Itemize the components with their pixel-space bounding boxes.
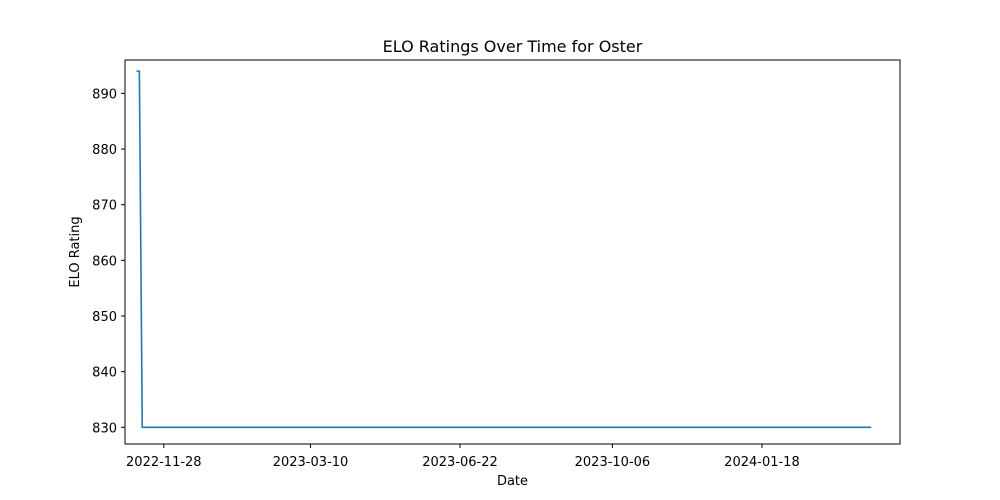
- axes-frame: [124, 59, 901, 445]
- x-tick-label: 2023-06-22: [422, 455, 498, 470]
- y-axis-label: ELO Rating: [68, 216, 83, 287]
- elo-series-line: [136, 70, 872, 429]
- y-tick-label: 860: [92, 254, 117, 269]
- y-tick-label: 850: [92, 310, 117, 325]
- x-axis: 2022-11-28 2023-03-10 2023-06-22 2023-10-06…: [126, 444, 800, 470]
- chart-title: ELO Ratings Over Time for Oster: [383, 37, 643, 56]
- y-tick-label: 840: [92, 366, 117, 381]
- x-tick-label: 2022-11-28: [126, 455, 202, 470]
- x-axis-label: Date: [497, 474, 528, 489]
- y-tick-label: 880: [92, 143, 117, 158]
- x-tick-label: 2023-10-06: [575, 455, 651, 470]
- y-tick-label: 870: [92, 199, 117, 214]
- y-tick-label: 890: [92, 87, 117, 102]
- x-tick-label: 2024-01-18: [724, 455, 800, 470]
- y-axis: 830 840 850 860 870 880 890: [92, 87, 125, 436]
- x-tick-label: 2023-03-10: [273, 455, 349, 470]
- y-tick-label: 830: [92, 421, 117, 436]
- plot-area: [136, 70, 872, 429]
